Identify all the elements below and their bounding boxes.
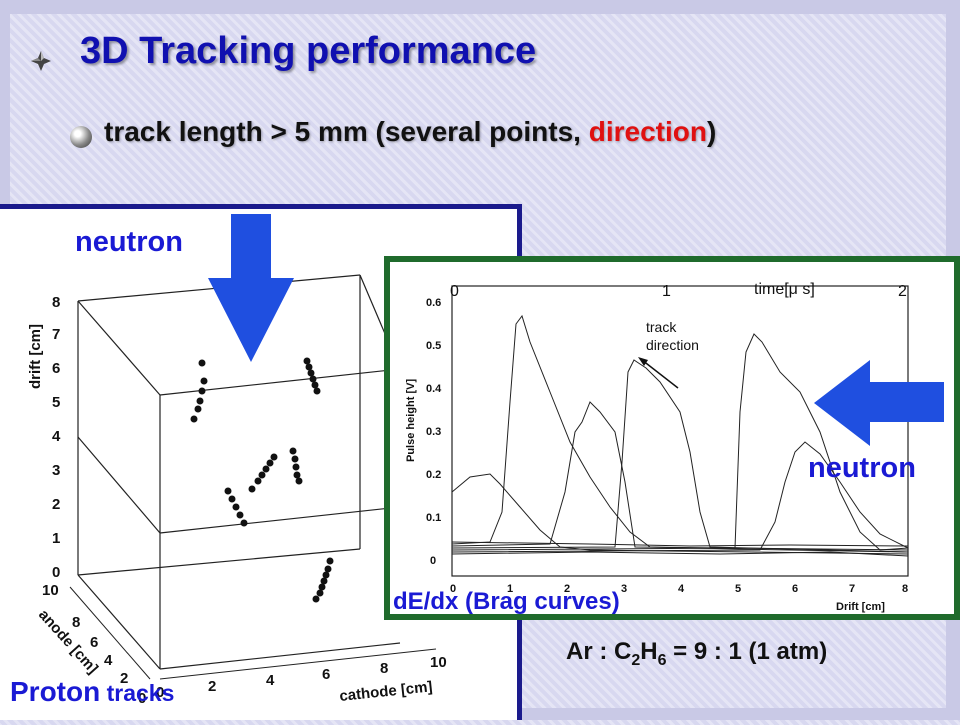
- x-tick: 1: [507, 583, 513, 595]
- y-axis: 0 0.1 0.2 0.3 0.4 0.5 0.6 Pulse height […: [405, 297, 442, 567]
- neutron-label-left: neutron: [75, 226, 183, 258]
- drift-axis-label: drift [cm]: [27, 324, 44, 389]
- y-tick: 0.1: [426, 512, 441, 524]
- pulse-curve: [451, 401, 909, 551]
- subtitle-suffix: ): [706, 116, 717, 147]
- y-axis-label: Pulse height [V]: [405, 379, 417, 462]
- annotation-line1: track: [646, 319, 677, 335]
- x-axis: 0 1 2 3 4 5 6 7 8 Drift [cm]: [450, 583, 908, 613]
- dedx-plot-panel: 0 1 2 time[μ s] track direction 0 0.1 0.…: [384, 256, 960, 620]
- cathode-tick: 6: [322, 666, 330, 683]
- down-arrow-icon: [208, 214, 294, 362]
- y-tick: 0.2: [426, 469, 441, 481]
- pulse-curve: [451, 541, 909, 547]
- drift-tick: 0: [52, 564, 60, 581]
- x-tick: 0: [450, 583, 456, 595]
- time-tick: 1: [662, 283, 671, 300]
- proton-tracks-label: Proton tracks: [10, 676, 174, 708]
- cathode-tick: 0: [156, 684, 164, 701]
- plot-box-edges: [77, 274, 401, 670]
- plot-frame: [451, 285, 909, 577]
- neutron-label-right: neutron: [808, 452, 916, 484]
- cathode-tick: 2: [208, 678, 216, 695]
- annotation-line2: direction: [646, 337, 699, 353]
- y-tick: 0.5: [426, 340, 441, 352]
- anode-tick: 2: [120, 670, 128, 687]
- x-tick: 2: [564, 583, 570, 595]
- left-arrow-icon: [814, 360, 944, 446]
- cathode-axis-label: cathode [cm]: [339, 678, 434, 705]
- proton-label-big: Proton: [10, 676, 101, 707]
- x-tick: 5: [735, 583, 741, 595]
- anode-tick: 0: [138, 690, 146, 707]
- dedx-pulse-plot: 0 1 2 time[μ s] track direction 0 0.1 0.…: [405, 281, 909, 613]
- drift-tick: 2: [52, 496, 60, 513]
- formula-sub2: 6: [657, 651, 667, 669]
- cathode-tick: 10: [430, 654, 447, 671]
- track-direction-annotation: track direction: [646, 319, 699, 353]
- annotation-arrowhead: [638, 357, 648, 366]
- x-tick: 3: [621, 583, 627, 595]
- anode-tick: 10: [42, 582, 59, 599]
- time-tick: 0: [450, 283, 459, 300]
- cathode-tick: 4: [266, 672, 275, 689]
- proton-tracks-3d-plot: 0 1 2 3 4 5 6 7 8 drift [cm] 10 8 6 4 2 …: [27, 274, 447, 707]
- cathode-axis: 0 2 4 6 8 10 cathode [cm]: [156, 648, 447, 705]
- pulse-curve: [451, 551, 909, 557]
- pulse-curve: [451, 473, 909, 555]
- x-tick: 7: [849, 583, 855, 595]
- anode-tick: 4: [104, 652, 113, 669]
- drift-tick: 7: [52, 326, 60, 343]
- gas-mixture-formula: Ar : C2H6 = 9 : 1 (1 atm): [566, 638, 827, 670]
- slide-title: 3D Tracking performance: [80, 30, 537, 72]
- drift-tick: 1: [52, 530, 60, 547]
- subtitle-highlight: direction: [588, 116, 707, 147]
- pulse-curve: [451, 359, 909, 553]
- time-axis-label: time[μ s]: [754, 281, 815, 298]
- slide-frame-top: [0, 0, 960, 14]
- proton-label-small: tracks: [100, 680, 175, 706]
- x-tick: 6: [792, 583, 798, 595]
- x-tick: 4: [678, 583, 685, 595]
- subtitle-prefix: track length > 5 mm (several points,: [104, 116, 589, 147]
- formula-sub1: 2: [631, 651, 641, 669]
- pulse-curves: [451, 314, 909, 557]
- pulse-curve: [451, 441, 909, 553]
- x-axis-label: Drift [cm]: [836, 601, 885, 613]
- annotation-arrow: [641, 359, 679, 389]
- drift-tick: 3: [52, 462, 60, 479]
- sphere-bullet-icon: [70, 126, 92, 148]
- drift-tick: 4: [52, 428, 61, 445]
- y-tick: 0.4: [426, 383, 442, 395]
- proton-track-points: [190, 357, 334, 603]
- y-tick: 0.3: [426, 426, 441, 438]
- dedx-label: dE/dx (Brag curves): [393, 588, 620, 615]
- y-tick: 0.6: [426, 297, 441, 309]
- drift-tick: 6: [52, 360, 60, 377]
- y-tick: 0: [430, 555, 436, 567]
- drift-axis: 0 1 2 3 4 5 6 7 8 drift [cm]: [27, 294, 61, 581]
- anode-tick: 8: [72, 614, 80, 631]
- formula-prefix: Ar : C: [566, 638, 632, 665]
- drift-tick: 5: [52, 394, 60, 411]
- diamond-bullet-icon: [31, 51, 51, 71]
- time-tick: 2: [898, 283, 907, 300]
- formula-suffix: = 9 : 1 (1 atm): [666, 638, 828, 665]
- x-tick: 8: [902, 583, 908, 595]
- slide-subtitle: track length > 5 mm (several points, dir…: [104, 116, 716, 148]
- drift-tick: 8: [52, 294, 60, 311]
- formula-mid: H: [640, 638, 658, 665]
- top-time-axis: 0 1 2 time[μ s]: [450, 281, 907, 300]
- cathode-tick: 8: [380, 660, 388, 677]
- pulse-curve: [451, 333, 909, 551]
- anode-tick: 6: [90, 634, 98, 651]
